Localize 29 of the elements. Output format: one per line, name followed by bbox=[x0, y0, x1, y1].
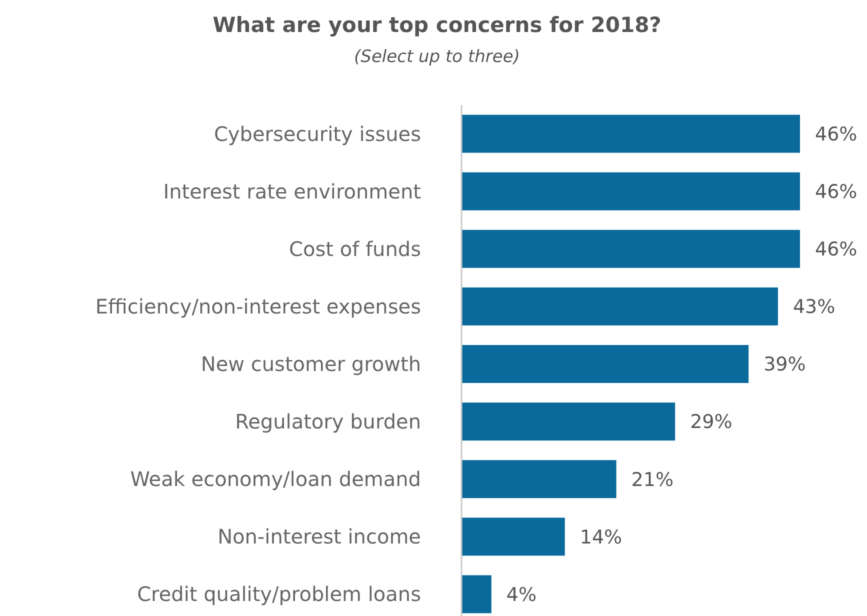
bar bbox=[462, 518, 565, 556]
y-tick-label: Interest rate environment bbox=[163, 179, 422, 204]
data-label: 43% bbox=[792, 296, 836, 318]
y-tick-label: Weak economy/loan demand bbox=[130, 467, 421, 492]
bar bbox=[462, 575, 492, 614]
chart-title: What are your top concerns for 2018? bbox=[212, 13, 662, 37]
y-tick-label: Regulatory burden bbox=[235, 410, 421, 434]
bar bbox=[462, 402, 676, 441]
bar bbox=[462, 230, 800, 268]
y-tick-label: Non-interest income bbox=[218, 524, 421, 549]
data-label: 46% bbox=[815, 238, 858, 261]
y-tick-label: New customer growth bbox=[200, 352, 421, 376]
data-label: 29% bbox=[690, 411, 732, 434]
bar bbox=[462, 287, 778, 326]
y-tick-label: Cost of funds bbox=[289, 236, 421, 261]
data-label: 46% bbox=[815, 123, 858, 146]
data-label: 4% bbox=[506, 584, 537, 606]
chart-subtitle: (Select up to three) bbox=[354, 47, 520, 67]
data-label: 21% bbox=[631, 468, 674, 491]
bar bbox=[462, 460, 616, 498]
data-label: 46% bbox=[815, 180, 858, 203]
data-label: 39% bbox=[764, 354, 806, 376]
bar bbox=[462, 114, 800, 153]
bar bbox=[462, 172, 800, 210]
bar bbox=[462, 345, 749, 383]
y-tick-label: Cybersecurity issues bbox=[214, 122, 421, 146]
data-label: 14% bbox=[580, 526, 622, 548]
y-tick-label: Efficiency/non-interest expenses bbox=[95, 294, 421, 318]
y-tick-label: Credit quality/problem loans bbox=[137, 582, 421, 606]
